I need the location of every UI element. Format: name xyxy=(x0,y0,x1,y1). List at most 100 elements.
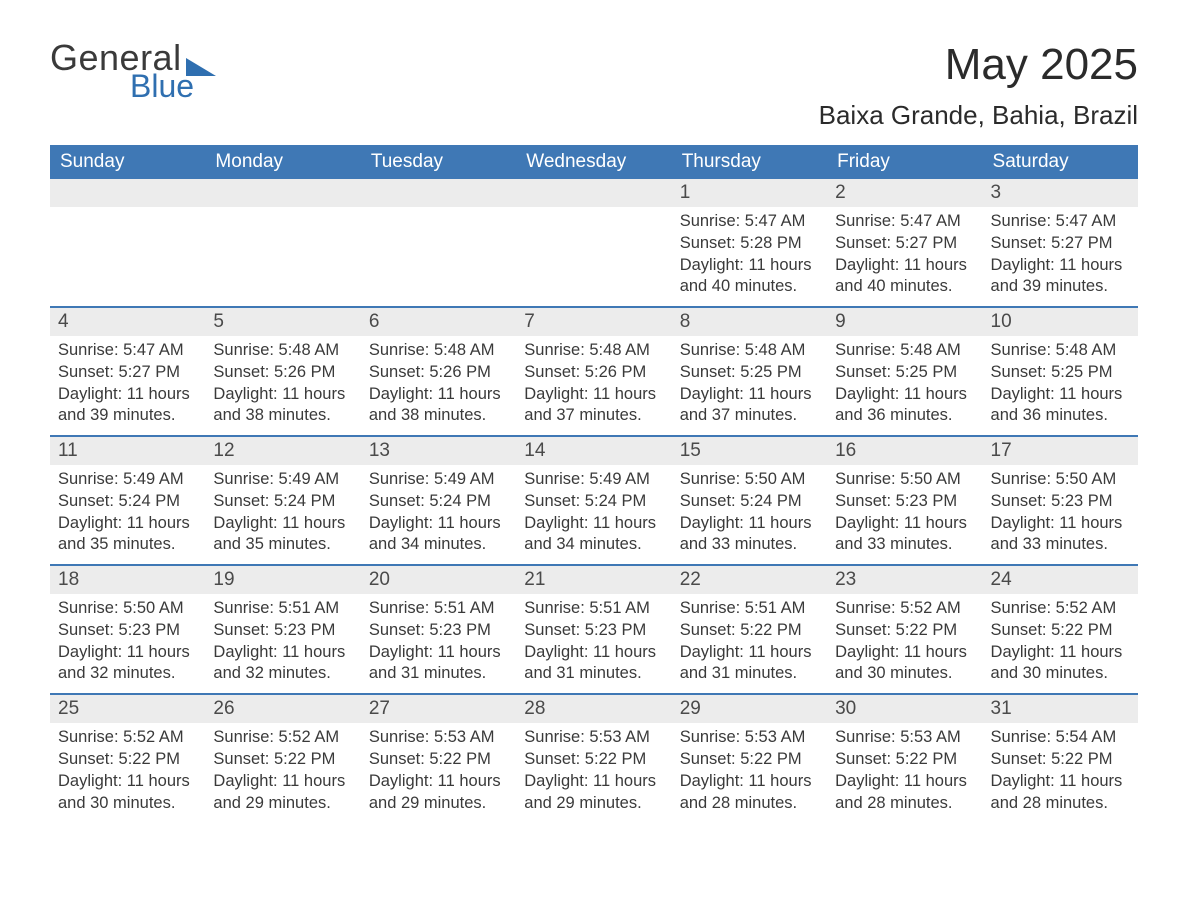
day-number: 18 xyxy=(50,566,205,594)
day-number: 26 xyxy=(205,695,360,723)
day-sunset: Sunset: 5:22 PM xyxy=(680,749,819,771)
day-number: 8 xyxy=(672,308,827,336)
calendar-day-cell: 10Sunrise: 5:48 AMSunset: 5:25 PMDayligh… xyxy=(983,308,1138,435)
header: General Blue May 2025 Baixa Grande, Bahi… xyxy=(50,40,1138,131)
calendar-day-cell xyxy=(50,179,205,306)
day-number: 25 xyxy=(50,695,205,723)
day-sunset: Sunset: 5:23 PM xyxy=(58,620,197,642)
calendar-day-cell: 23Sunrise: 5:52 AMSunset: 5:22 PMDayligh… xyxy=(827,566,982,693)
day-sunset: Sunset: 5:23 PM xyxy=(213,620,352,642)
day-dl1: Daylight: 11 hours xyxy=(680,513,819,535)
calendar-day-cell: 5Sunrise: 5:48 AMSunset: 5:26 PMDaylight… xyxy=(205,308,360,435)
calendar-week: 18Sunrise: 5:50 AMSunset: 5:23 PMDayligh… xyxy=(50,564,1138,693)
day-dl1: Daylight: 11 hours xyxy=(835,642,974,664)
day-sunrise: Sunrise: 5:51 AM xyxy=(524,598,663,620)
day-sunset: Sunset: 5:22 PM xyxy=(524,749,663,771)
day-number xyxy=(361,179,516,207)
day-dl2: and 28 minutes. xyxy=(835,793,974,815)
day-body: Sunrise: 5:49 AMSunset: 5:24 PMDaylight:… xyxy=(361,465,516,564)
calendar: Sunday Monday Tuesday Wednesday Thursday… xyxy=(50,145,1138,822)
day-sunrise: Sunrise: 5:47 AM xyxy=(835,211,974,233)
day-number: 1 xyxy=(672,179,827,207)
day-dl2: and 35 minutes. xyxy=(213,534,352,556)
day-number: 12 xyxy=(205,437,360,465)
day-dl2: and 34 minutes. xyxy=(524,534,663,556)
day-body: Sunrise: 5:49 AMSunset: 5:24 PMDaylight:… xyxy=(205,465,360,564)
day-dl2: and 40 minutes. xyxy=(835,276,974,298)
day-sunrise: Sunrise: 5:50 AM xyxy=(58,598,197,620)
calendar-week: 11Sunrise: 5:49 AMSunset: 5:24 PMDayligh… xyxy=(50,435,1138,564)
day-dl1: Daylight: 11 hours xyxy=(835,255,974,277)
day-sunset: Sunset: 5:22 PM xyxy=(58,749,197,771)
calendar-day-cell: 29Sunrise: 5:53 AMSunset: 5:22 PMDayligh… xyxy=(672,695,827,822)
day-body: Sunrise: 5:51 AMSunset: 5:23 PMDaylight:… xyxy=(516,594,671,693)
day-sunset: Sunset: 5:26 PM xyxy=(213,362,352,384)
day-sunrise: Sunrise: 5:51 AM xyxy=(369,598,508,620)
day-dl2: and 32 minutes. xyxy=(213,663,352,685)
day-number: 13 xyxy=(361,437,516,465)
day-sunset: Sunset: 5:24 PM xyxy=(369,491,508,513)
day-header-wednesday: Wednesday xyxy=(516,145,671,179)
calendar-day-cell: 15Sunrise: 5:50 AMSunset: 5:24 PMDayligh… xyxy=(672,437,827,564)
day-dl2: and 37 minutes. xyxy=(524,405,663,427)
day-body: Sunrise: 5:48 AMSunset: 5:26 PMDaylight:… xyxy=(361,336,516,435)
day-dl2: and 35 minutes. xyxy=(58,534,197,556)
day-body: Sunrise: 5:47 AMSunset: 5:28 PMDaylight:… xyxy=(672,207,827,306)
day-dl1: Daylight: 11 hours xyxy=(213,642,352,664)
calendar-day-cell: 8Sunrise: 5:48 AMSunset: 5:25 PMDaylight… xyxy=(672,308,827,435)
calendar-day-cell: 27Sunrise: 5:53 AMSunset: 5:22 PMDayligh… xyxy=(361,695,516,822)
day-dl1: Daylight: 11 hours xyxy=(58,771,197,793)
day-dl2: and 36 minutes. xyxy=(991,405,1130,427)
day-body: Sunrise: 5:47 AMSunset: 5:27 PMDaylight:… xyxy=(983,207,1138,306)
day-sunset: Sunset: 5:25 PM xyxy=(680,362,819,384)
day-header-saturday: Saturday xyxy=(983,145,1138,179)
day-sunset: Sunset: 5:23 PM xyxy=(991,491,1130,513)
day-number: 19 xyxy=(205,566,360,594)
day-number: 22 xyxy=(672,566,827,594)
day-body: Sunrise: 5:53 AMSunset: 5:22 PMDaylight:… xyxy=(827,723,982,822)
calendar-day-cell xyxy=(361,179,516,306)
month-title: May 2025 xyxy=(819,40,1138,90)
day-body: Sunrise: 5:50 AMSunset: 5:23 PMDaylight:… xyxy=(827,465,982,564)
calendar-day-cell: 28Sunrise: 5:53 AMSunset: 5:22 PMDayligh… xyxy=(516,695,671,822)
day-sunset: Sunset: 5:22 PM xyxy=(991,749,1130,771)
day-body: Sunrise: 5:53 AMSunset: 5:22 PMDaylight:… xyxy=(516,723,671,822)
day-sunrise: Sunrise: 5:48 AM xyxy=(991,340,1130,362)
day-sunrise: Sunrise: 5:48 AM xyxy=(369,340,508,362)
weeks-container: 1Sunrise: 5:47 AMSunset: 5:28 PMDaylight… xyxy=(50,179,1138,822)
day-number: 21 xyxy=(516,566,671,594)
day-sunrise: Sunrise: 5:51 AM xyxy=(213,598,352,620)
day-number: 10 xyxy=(983,308,1138,336)
calendar-day-cell: 6Sunrise: 5:48 AMSunset: 5:26 PMDaylight… xyxy=(361,308,516,435)
day-number: 14 xyxy=(516,437,671,465)
day-body: Sunrise: 5:51 AMSunset: 5:22 PMDaylight:… xyxy=(672,594,827,693)
day-dl1: Daylight: 11 hours xyxy=(835,771,974,793)
day-number: 6 xyxy=(361,308,516,336)
calendar-day-cell: 17Sunrise: 5:50 AMSunset: 5:23 PMDayligh… xyxy=(983,437,1138,564)
day-body: Sunrise: 5:49 AMSunset: 5:24 PMDaylight:… xyxy=(50,465,205,564)
day-sunrise: Sunrise: 5:49 AM xyxy=(369,469,508,491)
day-body: Sunrise: 5:54 AMSunset: 5:22 PMDaylight:… xyxy=(983,723,1138,822)
day-sunrise: Sunrise: 5:50 AM xyxy=(680,469,819,491)
logo: General Blue xyxy=(50,40,216,102)
day-number xyxy=(50,179,205,207)
day-body: Sunrise: 5:51 AMSunset: 5:23 PMDaylight:… xyxy=(205,594,360,693)
day-body: Sunrise: 5:47 AMSunset: 5:27 PMDaylight:… xyxy=(827,207,982,306)
day-dl2: and 38 minutes. xyxy=(213,405,352,427)
day-dl2: and 32 minutes. xyxy=(58,663,197,685)
day-sunset: Sunset: 5:22 PM xyxy=(213,749,352,771)
day-body: Sunrise: 5:50 AMSunset: 5:24 PMDaylight:… xyxy=(672,465,827,564)
day-body: Sunrise: 5:48 AMSunset: 5:25 PMDaylight:… xyxy=(672,336,827,435)
day-sunset: Sunset: 5:27 PM xyxy=(58,362,197,384)
day-dl2: and 39 minutes. xyxy=(58,405,197,427)
day-dl1: Daylight: 11 hours xyxy=(213,384,352,406)
day-number: 17 xyxy=(983,437,1138,465)
day-dl2: and 37 minutes. xyxy=(680,405,819,427)
day-sunrise: Sunrise: 5:48 AM xyxy=(213,340,352,362)
location: Baixa Grande, Bahia, Brazil xyxy=(819,100,1138,131)
calendar-day-cell: 22Sunrise: 5:51 AMSunset: 5:22 PMDayligh… xyxy=(672,566,827,693)
day-dl1: Daylight: 11 hours xyxy=(58,513,197,535)
day-dl2: and 31 minutes. xyxy=(524,663,663,685)
day-sunset: Sunset: 5:23 PM xyxy=(524,620,663,642)
calendar-day-cell: 26Sunrise: 5:52 AMSunset: 5:22 PMDayligh… xyxy=(205,695,360,822)
